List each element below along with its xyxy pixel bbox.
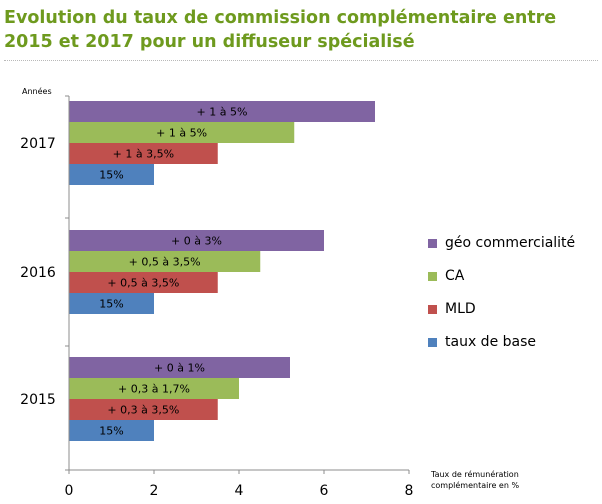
bar-label-2017-2: + 1 à 3,5% [113,148,174,161]
bar-label-2017-3: 15% [99,169,123,182]
bar-2017-1 [69,122,295,143]
legend-label: taux de base [445,334,536,350]
x-tick-label-8: 8 [405,483,414,499]
category-label-2015: 2015 [20,392,56,408]
bar-label-2017-0: + 1 à 5% [197,106,248,119]
legend-label: géo commercialité [445,235,576,251]
y-axis-title: Années [22,86,52,96]
bar-2017-3 [69,164,154,185]
legend-swatch [428,337,437,347]
legend-item-3: taux de base [428,334,598,350]
legend-label: MLD [445,301,476,317]
bar-label-2015-3: 15% [99,425,123,438]
bar-label-2015-0: + 0 à 1% [154,362,205,375]
category-label-2017: 2017 [20,136,56,152]
bar-2016-3 [69,293,154,314]
bar-2015-0 [69,357,290,378]
bar-2016-0 [69,230,324,251]
legend-swatch [428,271,437,281]
bar-2015-3 [69,420,154,441]
x-axis-title: Taux de rémunération complémentaire en % [430,469,519,490]
bar-2017-2 [69,143,218,164]
bar-label-2015-1: + 0,3 à 1,7% [118,383,190,396]
bar-label-2016-2: + 0,5 à 3,5% [107,277,179,290]
legend-item-0: géo commercialité [428,235,598,251]
x-tick-label-0: 0 [65,483,74,499]
legend-item-2: MLD [428,301,598,317]
legend-label: CA [445,268,465,284]
legend-item-1: CA [428,268,598,284]
bar-2015-2 [69,399,218,420]
x-tick-label-4: 4 [235,483,244,499]
x-tick-label-6: 6 [320,483,329,499]
legend-swatch [428,304,437,314]
bar-label-2016-0: + 0 à 3% [171,235,222,248]
legend-swatch [428,238,437,248]
bar-2015-1 [69,378,239,399]
bar-label-2015-2: + 0,3 à 3,5% [107,404,179,417]
chart-legend: géo commercialité CA MLD taux de base [428,235,598,368]
x-tick-label-2: 2 [150,483,159,499]
page-title: Evolution du taux de commission compléme… [4,8,557,52]
title-divider [4,60,598,61]
bar-2016-1 [69,251,261,272]
bar-label-2016-1: + 0,5 à 3,5% [129,256,201,269]
bar-label-2016-3: 15% [99,298,123,311]
category-label-2016: 2016 [20,265,56,281]
bar-2016-2 [69,272,218,293]
bar-2017-0 [69,101,375,122]
bar-label-2017-1: + 1 à 5% [156,127,207,140]
